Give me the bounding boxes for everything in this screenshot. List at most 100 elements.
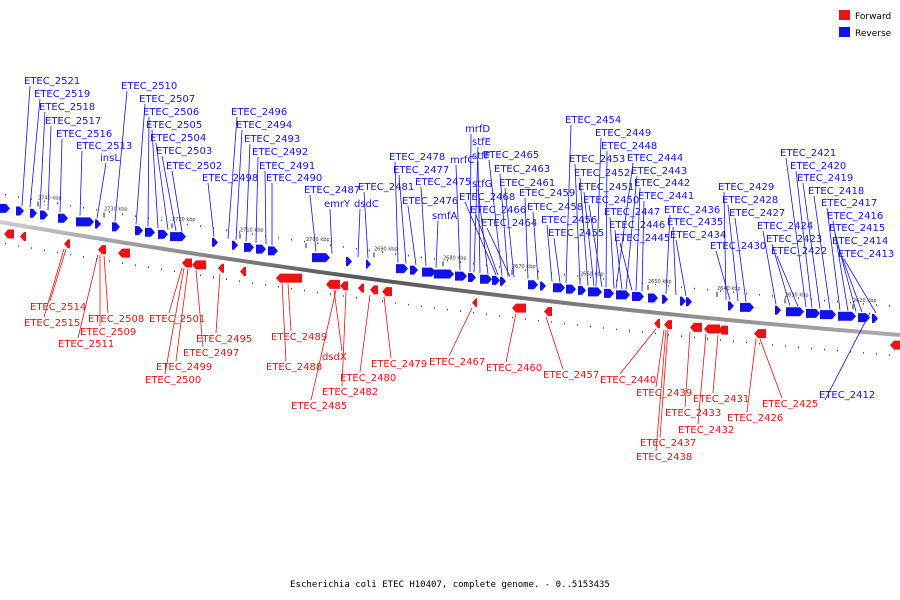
tick-dot: [889, 305, 890, 307]
tick-dot: [31, 247, 32, 249]
reverse-gene-arrow: [30, 208, 37, 218]
forward-gene-arrow: [472, 298, 477, 308]
label-leader-line: [619, 328, 657, 375]
gene-label: ETEC_2439: [636, 388, 692, 399]
legend-label-reverse: Reverse: [855, 29, 892, 39]
forward-gene-arrow: [654, 318, 660, 328]
label-leader-line: [545, 316, 564, 370]
label-leader-lines: [21, 85, 877, 452]
gene-label: ETEC_2514: [30, 302, 86, 313]
reverse-gene-arrow: [632, 291, 644, 301]
tick-dot: [395, 302, 396, 304]
gene-label: ETEC_2427: [729, 208, 785, 219]
tick-dot: [187, 223, 188, 226]
tick-dot: [382, 251, 383, 253]
gene-label: ETEC_2447: [604, 207, 660, 218]
legend-label-forward: Forward: [855, 12, 891, 22]
label-leader-line: [504, 187, 515, 278]
tick-dot: [226, 278, 227, 280]
tick-dot: [317, 242, 318, 245]
gene-label: ETEC_2442: [634, 178, 690, 189]
label-leader-line: [448, 307, 473, 357]
forward-gene-arrow: [664, 320, 672, 330]
gene-label: ETEC_2479: [371, 359, 427, 370]
gene-label: ETEC_2489: [271, 332, 327, 343]
kbp-tick-label: 2720 kbp: [172, 217, 196, 223]
label-leader-line: [605, 150, 608, 288]
tick-dot: [486, 313, 487, 316]
forward-gene-arrow: [704, 324, 720, 334]
label-leader-line: [635, 187, 641, 291]
label-leader-line: [759, 338, 783, 399]
gene-label: ETEC_2457: [543, 370, 599, 381]
label-leader-line: [464, 201, 497, 276]
gene-label: ETEC_2481: [358, 182, 414, 193]
tick-dot: [824, 299, 825, 302]
gene-label: ETEC_2443: [631, 166, 687, 177]
label-leader-line: [588, 204, 603, 288]
gene-label: ETEC_2482: [322, 387, 378, 398]
label-leader-line: [553, 237, 561, 283]
tick-dot: [499, 315, 500, 317]
label-leader-line: [473, 146, 479, 273]
tick-dot: [83, 256, 84, 258]
label-leader-line: [168, 267, 183, 314]
tick-dot: [239, 231, 240, 233]
tick-dot: [811, 347, 812, 350]
tick-dot: [785, 296, 786, 298]
reverse-gene-arrow: [434, 269, 454, 279]
label-leader-line: [579, 177, 589, 286]
tick-dot: [408, 303, 409, 306]
gene-label: ETEC_2452: [574, 168, 630, 179]
tick-dot: [798, 297, 799, 300]
label-leader-line: [532, 211, 539, 280]
label-leader-line: [475, 214, 499, 276]
reverse-gene-arrow: [540, 281, 546, 291]
tick-dot: [642, 331, 643, 333]
tick-dot: [707, 338, 708, 340]
forward-gene-arrow: [718, 325, 728, 335]
tick-dot: [733, 340, 734, 343]
tick-dot: [135, 264, 136, 266]
tick-dot: [499, 266, 500, 268]
label-leader-line: [151, 129, 159, 229]
label-leader-line: [776, 255, 799, 307]
tick-dot: [57, 251, 58, 254]
tick-dot: [590, 325, 591, 328]
gene-label: ETEC_2435: [667, 217, 723, 228]
tick-dot: [564, 322, 565, 325]
gene-label: ETEC_2421: [780, 148, 836, 159]
label-leader-line: [697, 333, 707, 425]
tick-dot: [96, 258, 97, 260]
gene-label: ETEC_2517: [45, 116, 101, 127]
reverse-gene-arrow: [145, 227, 155, 237]
label-leader-line: [843, 258, 877, 314]
gene-label: ETEC_2446: [609, 220, 665, 231]
gene-label: ETEC_2463: [494, 164, 550, 175]
legend-swatch-reverse: [839, 27, 850, 37]
tick-dot: [850, 350, 851, 353]
reverse-gene-arrow: [244, 242, 254, 252]
tick-dot: [681, 335, 682, 337]
label-leader-line: [659, 330, 669, 438]
gene-label: ETEC_2499: [156, 362, 212, 373]
label-leader-line: [164, 268, 185, 375]
tick-dot: [538, 319, 539, 322]
reverse-gene-arrow: [728, 301, 734, 311]
tick-dot: [668, 285, 669, 287]
label-leader-line: [420, 186, 427, 267]
tick-dot: [252, 233, 253, 235]
tick-dot: [460, 310, 461, 313]
gene-label: ETEC_2461: [499, 178, 555, 189]
gene-label: ETEC_2464: [481, 218, 537, 229]
forward-gene-arrow: [192, 260, 206, 270]
label-leader-line: [524, 197, 529, 279]
gene-label: ETEC_2453: [569, 154, 625, 165]
tick-dot: [83, 207, 84, 209]
gene-label: dsdC: [354, 199, 379, 210]
gene-label: ETEC_2445: [614, 233, 670, 244]
tick-dot: [57, 202, 58, 205]
label-leader-line: [746, 338, 757, 413]
tick-dot: [577, 324, 578, 326]
gene-label: ETEC_2478: [389, 152, 445, 163]
